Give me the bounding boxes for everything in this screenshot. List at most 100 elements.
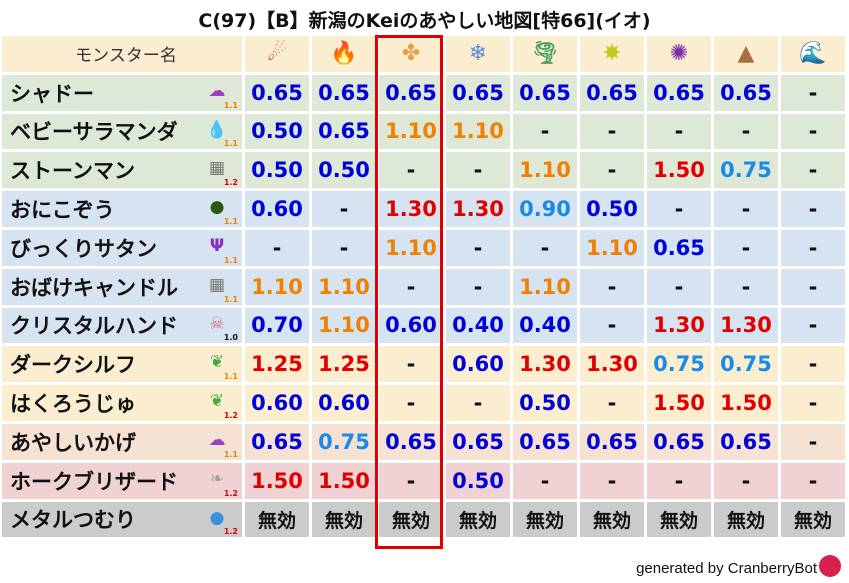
- resistance-value: 0.75: [714, 346, 778, 383]
- resistance-value: 0.60: [446, 346, 510, 383]
- monster-name-cell: はくろうじゅ ❦ 1.2: [2, 385, 242, 421]
- monster-name: メタルつむり: [10, 508, 136, 533]
- water-wave-icon: 🌊: [799, 40, 827, 66]
- resistance-value: 0.90: [513, 191, 577, 227]
- resistance-value: 無効: [513, 501, 577, 538]
- resistance-value: -: [714, 113, 778, 150]
- resistance-value: 0.65: [379, 74, 443, 111]
- monster-name-cell: びっくりサタン Ψ 1.1: [2, 229, 242, 266]
- dark-hood-icon: ●: [209, 197, 225, 218]
- resistance-value: -: [446, 152, 510, 189]
- monster-name-cell: おにこぞう ● 1.1: [2, 191, 242, 227]
- resistance-value: 無効: [379, 501, 443, 538]
- light-star-icon: ✸: [602, 40, 622, 66]
- resistance-value: 0.40: [446, 307, 510, 344]
- resistance-value: -: [379, 385, 443, 421]
- level-badge: 1.1: [223, 100, 238, 110]
- resistance-value: 1.50: [647, 152, 711, 189]
- trident-icon: Ψ: [209, 235, 225, 256]
- column-header-element: ☄: [245, 36, 309, 72]
- column-header-element: ✺: [647, 36, 711, 72]
- cranberry-logo-icon: [819, 555, 841, 577]
- resistance-value: -: [446, 229, 510, 266]
- water-drop-icon: 💧: [206, 119, 228, 140]
- resistance-value: 1.10: [312, 307, 376, 344]
- resistance-value: -: [379, 346, 443, 383]
- monster-name-cell: ホークブリザード ❧ 1.2: [2, 462, 242, 499]
- resistance-value: 0.65: [580, 74, 644, 111]
- slime-icon: ●: [209, 507, 225, 528]
- resistance-table: モンスター名 ☄ 🔥 ✤ ❄ 🌪 ✸ ✺ ▲ 🌊 シャドー ☁ 1.1 0.65 0.65 0.65 0.65 0…: [0, 33, 848, 540]
- table-row: ダークシルフ ❦ 1.1 1.25 1.25-0.60 1.30 1.30 0.75 0.75-: [2, 346, 845, 383]
- column-header-element: ▲: [714, 36, 778, 72]
- resistance-value: 1.50: [714, 385, 778, 421]
- monster-name: ホークブリザード: [10, 469, 178, 494]
- resistance-value: -: [580, 385, 644, 421]
- level-badge: 1.1: [223, 139, 238, 149]
- column-header-element: ❄: [446, 36, 510, 72]
- table-row: ホークブリザード ❧ 1.2 1.50 1.50-0.50- - - - -: [2, 462, 845, 499]
- resistance-value: -: [781, 191, 845, 227]
- header-row: モンスター名 ☄ 🔥 ✤ ❄ 🌪 ✸ ✺ ▲ 🌊: [2, 36, 845, 72]
- resistance-value: -: [245, 229, 309, 266]
- resistance-value: 1.10: [379, 113, 443, 150]
- level-badge: 1.2: [223, 527, 238, 537]
- explosion-icon: ✤: [401, 40, 421, 66]
- wind-tornado-icon: 🌪: [531, 40, 559, 66]
- resistance-value: 0.65: [714, 423, 778, 460]
- monster-name: シャドー: [10, 81, 94, 106]
- resistance-value: -: [781, 268, 845, 305]
- table-row: クリスタルハンド ☠ 1.0 0.70 1.10 0.60 0.40 0.40-1.30 1.3…: [2, 307, 845, 344]
- leaf-icon: ❦: [209, 391, 225, 412]
- resistance-value: -: [513, 229, 577, 266]
- resistance-value: -: [580, 113, 644, 150]
- resistance-value: -: [714, 462, 778, 499]
- level-badge: 1.2: [223, 410, 238, 420]
- resistance-value: 1.50: [245, 462, 309, 499]
- monster-name: おばけキャンドル: [10, 275, 178, 300]
- resistance-value: 0.65: [513, 74, 577, 111]
- resistance-value: -: [714, 268, 778, 305]
- resistance-value: 0.65: [446, 423, 510, 460]
- table-row: あやしいかげ ☁ 1.1 0.65 0.75 0.65 0.65 0.65 0.65 0.65 0.…: [2, 423, 845, 460]
- resistance-value: -: [781, 346, 845, 383]
- monster-name: びっくりサタン: [10, 236, 157, 261]
- resistance-value: -: [647, 268, 711, 305]
- level-badge: 1.1: [223, 294, 238, 304]
- resistance-value: -: [781, 307, 845, 344]
- resistance-value: 0.50: [580, 191, 644, 227]
- resistance-value: 0.60: [245, 385, 309, 421]
- monster-name: おにこぞう: [10, 198, 115, 223]
- resistance-value: -: [647, 113, 711, 150]
- table-row: おにこぞう ● 1.1 0.60-1.30 1.30 0.90 0.50- - -: [2, 191, 845, 227]
- table-row: はくろうじゅ ❦ 1.2 0.60 0.60- -0.50-1.50 1.50-: [2, 385, 845, 421]
- resistance-value: 無効: [580, 501, 644, 538]
- resistance-value: -: [781, 462, 845, 499]
- monster-name-cell: あやしいかげ ☁ 1.1: [2, 423, 242, 460]
- resistance-value: -: [580, 268, 644, 305]
- resistance-value: 0.65: [647, 423, 711, 460]
- monster-name-cell: メタルつむり ● 1.2: [2, 501, 242, 538]
- column-header-element: 🔥: [312, 36, 376, 72]
- resistance-value: 1.30: [513, 346, 577, 383]
- resistance-value: 0.65: [580, 423, 644, 460]
- resistance-value: 0.40: [513, 307, 577, 344]
- resistance-value: -: [312, 191, 376, 227]
- resistance-value: 1.10: [312, 268, 376, 305]
- resistance-value: 1.25: [245, 346, 309, 383]
- ghost-cloud-icon: ☁: [208, 80, 226, 101]
- resistance-value: -: [580, 462, 644, 499]
- resistance-value: 0.65: [379, 423, 443, 460]
- resistance-value: 0.75: [714, 152, 778, 189]
- resistance-value: 1.30: [580, 346, 644, 383]
- resistance-value: -: [647, 462, 711, 499]
- resistance-value: 無効: [245, 501, 309, 538]
- resistance-value: 0.65: [647, 74, 711, 111]
- level-badge: 1.1: [223, 255, 238, 265]
- monster-name: はくろうじゅ: [10, 392, 136, 417]
- level-badge: 1.2: [223, 488, 238, 498]
- wing-icon: ❧: [209, 468, 225, 489]
- resistance-value: -: [379, 152, 443, 189]
- leaf-icon: ❦: [209, 352, 225, 373]
- stone-block-icon: ▦: [208, 158, 226, 179]
